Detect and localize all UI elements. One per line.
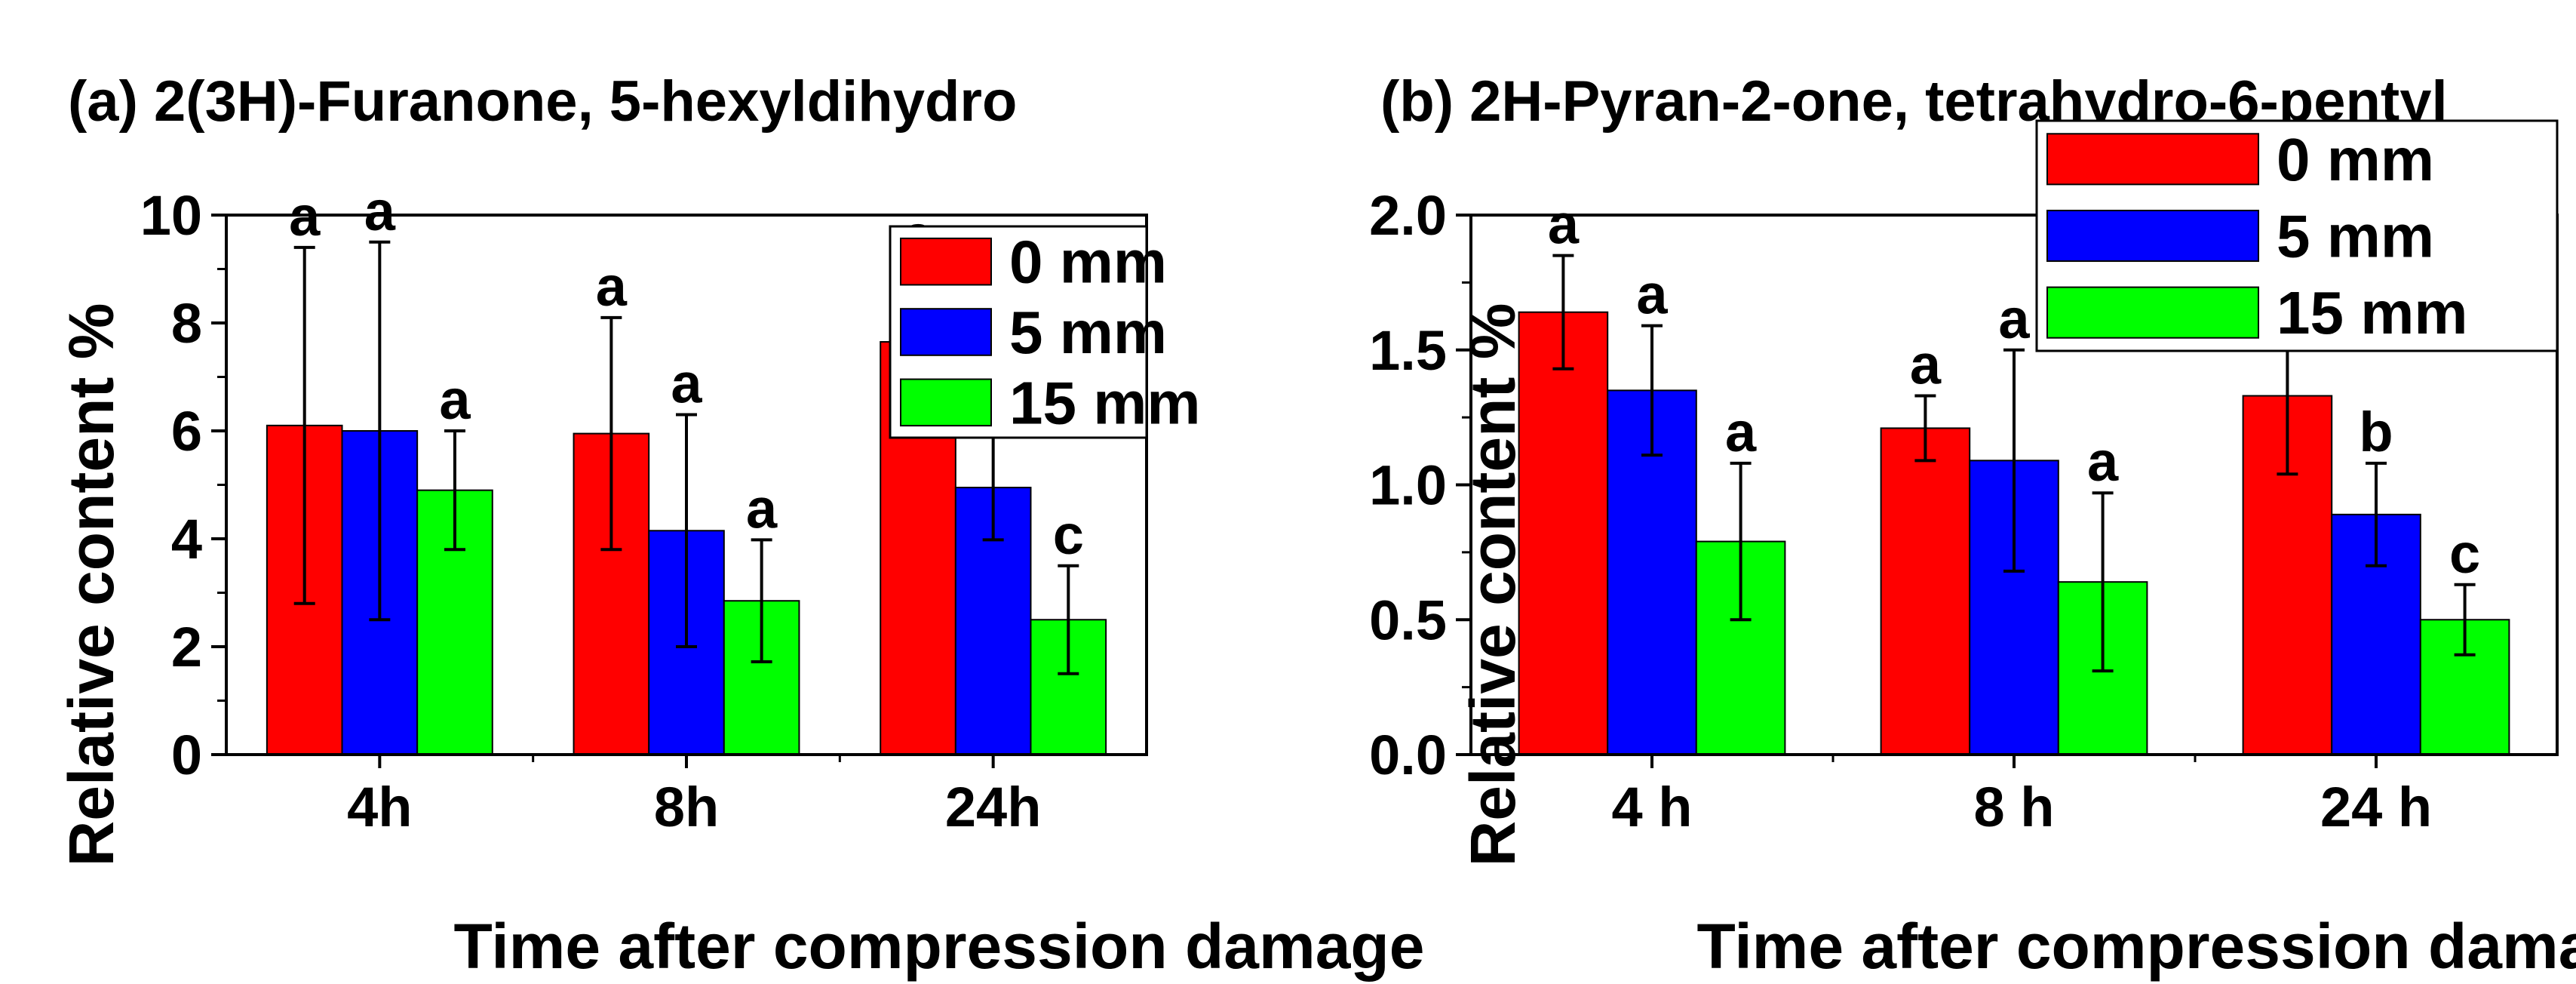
significance-letter: a — [439, 368, 471, 431]
y-tick-label: 10 — [140, 184, 202, 247]
y-tick-label: 8 — [171, 292, 202, 355]
bar — [1518, 311, 1609, 755]
y-tick-label: 6 — [171, 400, 202, 463]
legend-swatch — [900, 308, 992, 356]
legend-label: 5 mm — [1009, 299, 1167, 366]
y-tick-label: 0 — [171, 724, 202, 786]
legend-swatch — [900, 237, 992, 286]
bar-series-group: aaaaaaabc — [1518, 193, 2510, 756]
y-tick-label: 2.0 — [1369, 184, 1447, 247]
legend-swatch — [900, 378, 992, 427]
x-tick-label: 24 h — [2320, 776, 2432, 838]
legend-label: 15 mm — [1009, 369, 1200, 436]
y-tick-label: 1.0 — [1369, 454, 1447, 517]
significance-letter: a — [1998, 288, 2030, 350]
x-tick-label: 8 h — [1974, 776, 2055, 838]
chart-panel-b: (b) 2H-Pyran-2-one, tetrahydro-6-pentyl … — [1369, 69, 2576, 982]
significance-letter: a — [1725, 401, 1757, 463]
y-axis-label: Relative content % — [1457, 303, 1528, 867]
legend-swatch — [2046, 133, 2259, 186]
chart-title: (a) 2(3H)-Furanone, 5-hexyldihydro — [68, 69, 1017, 134]
bar — [1880, 427, 1971, 755]
legend-swatch — [2046, 286, 2259, 339]
y-tick-label: 2 — [171, 616, 202, 678]
significance-letter: a — [1548, 193, 1580, 256]
significance-letter: a — [1636, 263, 1668, 326]
legend-label: 0 mm — [1009, 229, 1167, 296]
legend: 0 mm 5 mm 15 mm — [2035, 119, 2559, 352]
y-tick-label: 1.5 — [1369, 319, 1447, 382]
x-axis-label: Time after compression damage — [454, 911, 1425, 982]
legend-label: 5 mm — [2277, 203, 2434, 270]
x-axis: 4h 8h 24h — [347, 755, 1041, 838]
significance-letter: c — [2449, 522, 2480, 585]
y-tick-label: 0.5 — [1369, 589, 1447, 651]
legend-swatch — [2046, 209, 2259, 263]
significance-letter: a — [596, 255, 628, 318]
x-tick-label: 8h — [654, 776, 719, 838]
legend-label: 0 mm — [2277, 126, 2434, 193]
y-axis: 0.0 0.5 1.0 1.5 2.0 — [1369, 184, 2559, 786]
legend-label: 15 mm — [2277, 279, 2467, 346]
y-axis-label: Relative content % — [56, 303, 127, 867]
significance-letter: a — [746, 477, 778, 540]
x-axis: 4 h 8 h 24 h — [1612, 755, 2432, 838]
y-tick-label: 4 — [171, 508, 202, 570]
significance-letter: c — [1053, 503, 1084, 566]
x-tick-label: 4 h — [1612, 776, 1693, 838]
significance-letter: b — [2359, 401, 2393, 463]
significance-letter: a — [1910, 334, 1942, 396]
x-tick-label: 4h — [347, 776, 412, 838]
chart-panel-a: (a) 2(3H)-Furanone, 5-hexyldihydro Relat… — [56, 69, 1424, 982]
y-axis: 0 2 4 6 8 10 — [140, 184, 1148, 786]
significance-letter: a — [2087, 430, 2119, 493]
significance-letter: a — [364, 180, 396, 242]
significance-letter: a — [671, 352, 702, 415]
y-tick-label: 0.0 — [1369, 724, 1447, 786]
x-tick-label: 24h — [945, 776, 1042, 838]
x-axis-label: Time after compression damage — [1697, 911, 2576, 982]
